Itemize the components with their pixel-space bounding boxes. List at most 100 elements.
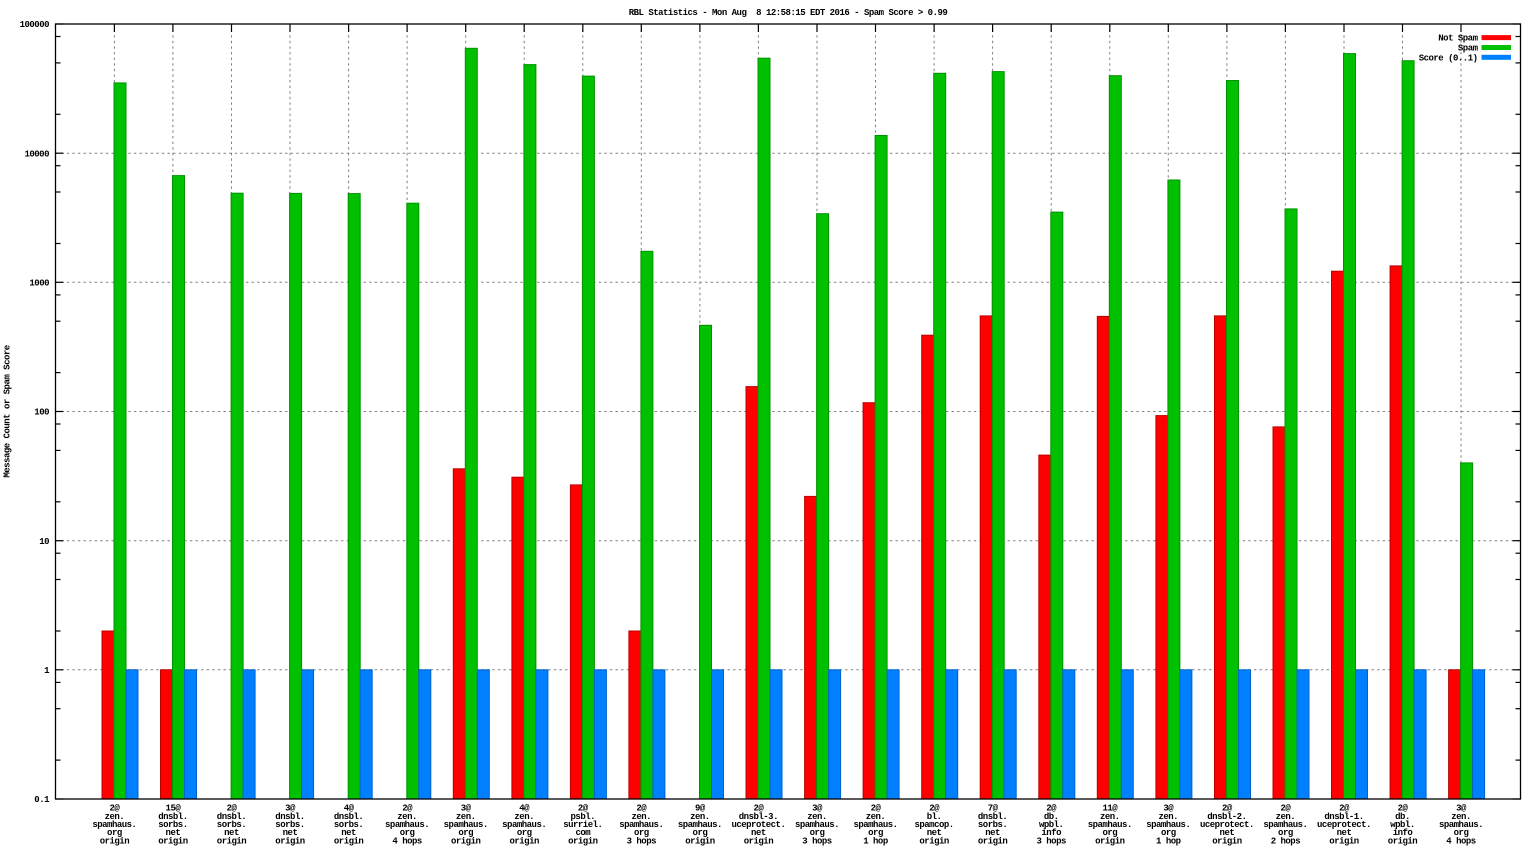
svg-text:2@: 2@ xyxy=(578,804,589,814)
svg-text:org: org xyxy=(400,828,415,838)
svg-text:spamhaus.: spamhaus. xyxy=(1439,820,1483,830)
svg-text:2@: 2@ xyxy=(1046,804,1057,814)
svg-text:zen.: zen. xyxy=(807,812,827,822)
svg-text:dnsbl.: dnsbl. xyxy=(275,812,304,822)
svg-text:1 hop: 1 hop xyxy=(863,836,888,846)
svg-text:spamhaus.: spamhaus. xyxy=(678,820,722,830)
svg-text:1000: 1000 xyxy=(29,278,49,288)
svg-text:sorbs.: sorbs. xyxy=(158,820,187,830)
svg-text:2@: 2@ xyxy=(1280,804,1291,814)
svg-text:origin: origin xyxy=(334,836,364,846)
svg-text:Spam: Spam xyxy=(1458,44,1479,54)
svg-text:net: net xyxy=(1337,828,1352,838)
svg-text:wpbl.: wpbl. xyxy=(1390,820,1415,830)
svg-text:100: 100 xyxy=(34,408,49,418)
svg-text:info: info xyxy=(1393,828,1413,838)
svg-text:11@: 11@ xyxy=(1102,804,1118,814)
svg-text:net: net xyxy=(224,828,239,838)
svg-text:surriel.: surriel. xyxy=(563,820,602,830)
svg-text:2@: 2@ xyxy=(753,804,764,814)
svg-text:uceprotect.: uceprotect. xyxy=(1200,820,1254,830)
svg-text:org: org xyxy=(868,828,883,838)
svg-text:net: net xyxy=(985,828,1000,838)
svg-text:10000: 10000 xyxy=(24,149,49,159)
svg-text:origin: origin xyxy=(100,836,130,846)
svg-text:spamhaus.: spamhaus. xyxy=(92,820,136,830)
svg-text:origin: origin xyxy=(1212,836,1242,846)
svg-text:dnsbl.: dnsbl. xyxy=(978,812,1007,822)
svg-text:1: 1 xyxy=(44,666,50,676)
svg-text:1 hop: 1 hop xyxy=(1156,836,1181,846)
svg-text:Score (0..1): Score (0..1) xyxy=(1419,53,1478,63)
svg-text:9@: 9@ xyxy=(695,804,706,814)
svg-text:spamhaus.: spamhaus. xyxy=(1146,820,1190,830)
svg-text:3@: 3@ xyxy=(812,804,823,814)
svg-text:net: net xyxy=(1220,828,1235,838)
svg-text:spamhaus.: spamhaus. xyxy=(444,820,488,830)
svg-text:dnsbl.: dnsbl. xyxy=(158,812,187,822)
svg-text:zen.: zen. xyxy=(397,812,417,822)
svg-text:info: info xyxy=(1041,828,1061,838)
svg-text:dnsbl-3.: dnsbl-3. xyxy=(739,812,778,822)
svg-text:spamhaus.: spamhaus. xyxy=(502,820,546,830)
svg-text:spamhaus.: spamhaus. xyxy=(795,820,839,830)
svg-text:sorbs.: sorbs. xyxy=(978,820,1007,830)
svg-text:4 hops: 4 hops xyxy=(392,836,422,846)
svg-text:org: org xyxy=(517,828,532,838)
svg-text:org: org xyxy=(1278,828,1293,838)
svg-text:spamhaus.: spamhaus. xyxy=(1263,820,1307,830)
svg-text:Message Count or Spam Score: Message Count or Spam Score xyxy=(3,345,13,477)
svg-text:zen.: zen. xyxy=(866,812,886,822)
svg-text:3@: 3@ xyxy=(1163,804,1174,814)
svg-text:org: org xyxy=(810,828,825,838)
svg-text:origin: origin xyxy=(919,836,949,846)
svg-text:2@: 2@ xyxy=(1398,804,1409,814)
svg-text:sorbs.: sorbs. xyxy=(275,820,304,830)
svg-text:3 hops: 3 hops xyxy=(627,836,657,846)
svg-text:4 hops: 4 hops xyxy=(1446,836,1476,846)
svg-text:org: org xyxy=(107,828,122,838)
svg-text:origin: origin xyxy=(158,836,188,846)
svg-text:0.1: 0.1 xyxy=(34,795,50,805)
svg-text:dnsbl-2.: dnsbl-2. xyxy=(1207,812,1246,822)
svg-text:zen.: zen. xyxy=(105,812,125,822)
svg-text:3 hops: 3 hops xyxy=(802,836,832,846)
svg-text:zen.: zen. xyxy=(514,812,534,822)
svg-text:origin: origin xyxy=(275,836,305,846)
svg-text:origin: origin xyxy=(509,836,539,846)
svg-text:zen.: zen. xyxy=(631,812,651,822)
svg-text:sorbs.: sorbs. xyxy=(334,820,363,830)
svg-text:origin: origin xyxy=(451,836,481,846)
svg-text:3 hops: 3 hops xyxy=(1036,836,1066,846)
svg-text:spamhaus.: spamhaus. xyxy=(853,820,897,830)
svg-text:spamhaus.: spamhaus. xyxy=(1088,820,1132,830)
svg-text:db.: db. xyxy=(1395,812,1410,822)
svg-text:4@: 4@ xyxy=(519,804,530,814)
svg-text:zen.: zen. xyxy=(1158,812,1178,822)
svg-text:zen.: zen. xyxy=(1276,812,1296,822)
svg-text:origin: origin xyxy=(568,836,598,846)
svg-text:origin: origin xyxy=(217,836,247,846)
svg-text:2@: 2@ xyxy=(402,804,413,814)
svg-text:3@: 3@ xyxy=(1456,804,1467,814)
svg-text:100000: 100000 xyxy=(20,20,50,30)
svg-text:origin: origin xyxy=(1388,836,1418,846)
svg-text:2@: 2@ xyxy=(871,804,882,814)
svg-text:spamhaus.: spamhaus. xyxy=(385,820,429,830)
svg-text:net: net xyxy=(283,828,298,838)
svg-text:org: org xyxy=(1454,828,1469,838)
svg-text:origin: origin xyxy=(744,836,774,846)
svg-text:2@: 2@ xyxy=(1339,804,1350,814)
svg-text:zen.: zen. xyxy=(1100,812,1120,822)
svg-text:2@: 2@ xyxy=(636,804,647,814)
svg-text:net: net xyxy=(341,828,356,838)
svg-text:bl.: bl. xyxy=(927,812,942,822)
svg-text:org: org xyxy=(634,828,649,838)
svg-text:Not Spam: Not Spam xyxy=(1438,34,1478,44)
svg-text:psbl.: psbl. xyxy=(571,812,596,822)
svg-text:2 hops: 2 hops xyxy=(1271,836,1301,846)
svg-text:10: 10 xyxy=(39,537,49,547)
svg-text:org: org xyxy=(458,828,473,838)
svg-text:org: org xyxy=(1102,828,1117,838)
svg-text:org: org xyxy=(693,828,708,838)
